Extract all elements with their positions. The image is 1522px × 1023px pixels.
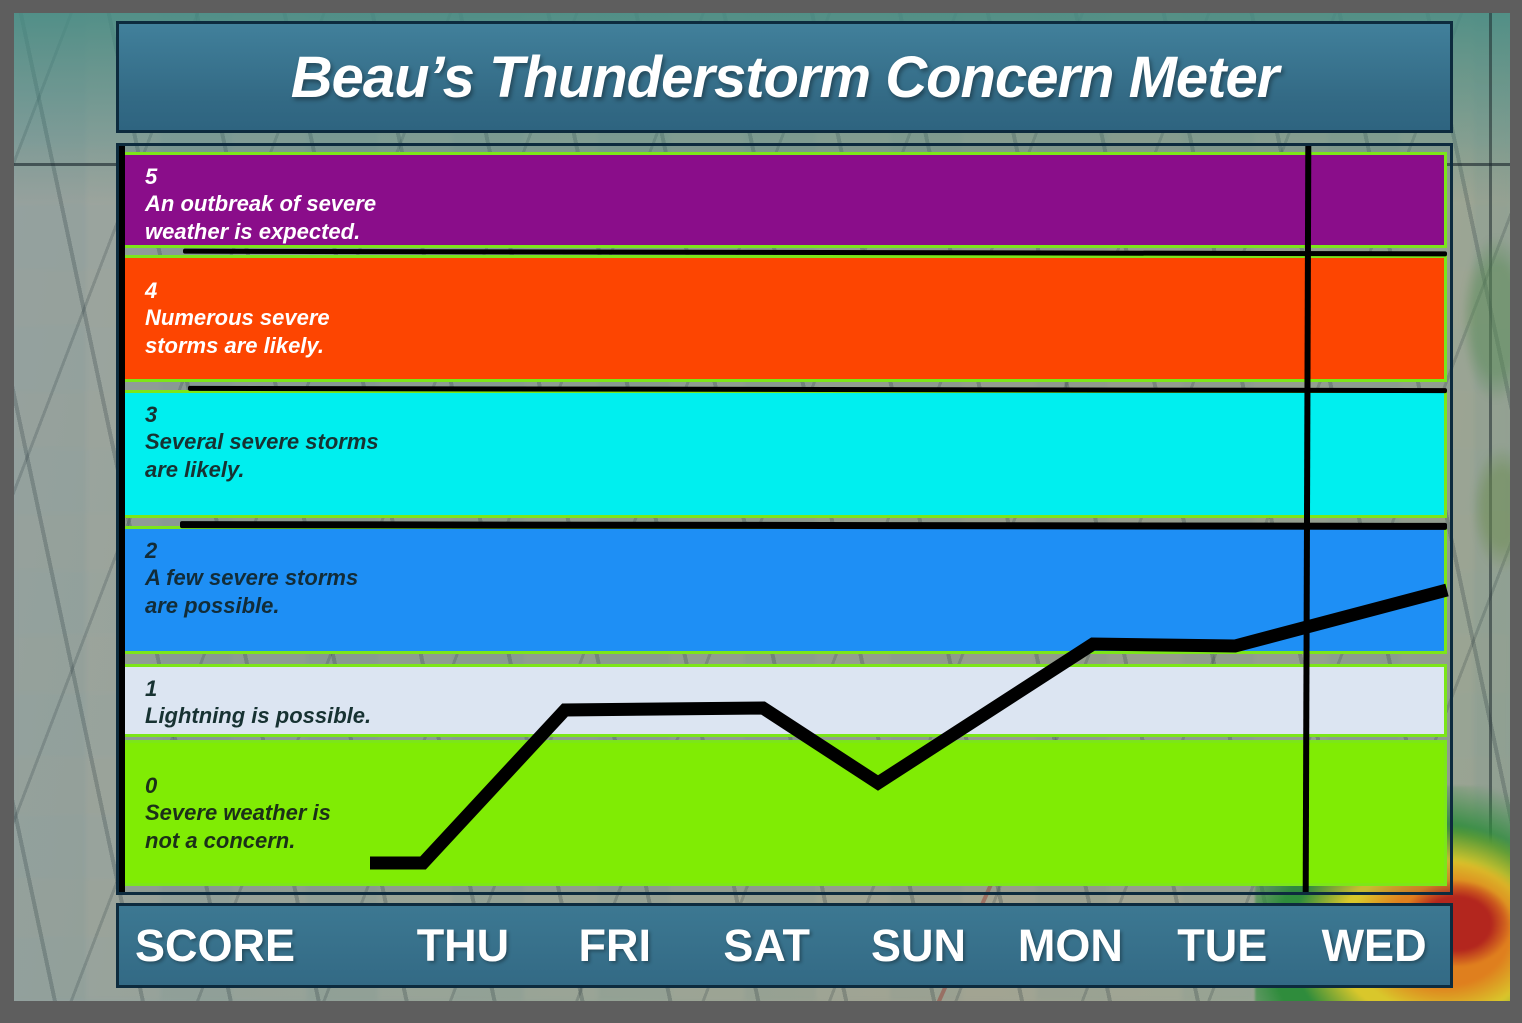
level-description-line: storms are likely.	[145, 333, 324, 358]
axis-label-sun: SUN	[871, 919, 967, 971]
level-score: 0	[145, 772, 158, 798]
axis-label-sat: SAT	[723, 919, 810, 971]
axis-label-score: SCORE	[135, 919, 296, 971]
level-row-3: 3 Several severe storms are likely.	[122, 390, 1447, 518]
axis-label-fri: FRI	[578, 919, 652, 971]
trend-polyline	[370, 583, 1449, 870]
day-gridline	[119, 146, 125, 892]
axis-label-thu: THU	[416, 919, 510, 971]
axis-label-mon: MON	[1017, 919, 1123, 971]
level-score: 4	[145, 278, 158, 303]
level-row-5: 5 An outbreak of severe weather is expec…	[122, 152, 1447, 248]
level-score: 5	[145, 164, 158, 189]
page-title: Beau’s Thunderstorm Concern Meter	[290, 44, 1280, 110]
level-description-line: not a concern.	[145, 827, 296, 853]
level-score: 3	[145, 402, 158, 427]
axis-label-tue: TUE	[1177, 919, 1268, 971]
level-description-line: are possible.	[145, 593, 280, 618]
level-score: 2	[145, 538, 158, 563]
chart-plot-area: 5 An outbreak of severe weather is expec…	[119, 145, 1450, 893]
level-description-line: Lightning is possible.	[145, 703, 372, 728]
axis-bar: SCORE THU FRI SAT SUN MON TUE WED	[116, 903, 1453, 988]
level-score: 1	[145, 676, 158, 701]
level-description-line: A few severe storms	[145, 565, 359, 590]
concern-meter-chart: 5 An outbreak of severe weather is expec…	[116, 143, 1453, 895]
level-description-line: Numerous severe	[145, 305, 330, 330]
axis-label-wed: WED	[1321, 919, 1427, 971]
level-description-line: Severe weather is	[145, 799, 331, 825]
concern-trend-line	[370, 583, 1449, 870]
level-description-line: weather is expected.	[145, 219, 361, 244]
level-description-line: Several severe storms	[145, 429, 379, 454]
level-description-line: are likely.	[145, 457, 245, 482]
level-row-0: 0 Severe weather is not a concern.	[122, 740, 1447, 886]
level-row-2: 2 A few severe storms are possible.	[122, 526, 1447, 654]
level-description-line: An outbreak of severe	[145, 191, 377, 216]
title-bar: Beau’s Thunderstorm Concern Meter	[116, 21, 1453, 133]
